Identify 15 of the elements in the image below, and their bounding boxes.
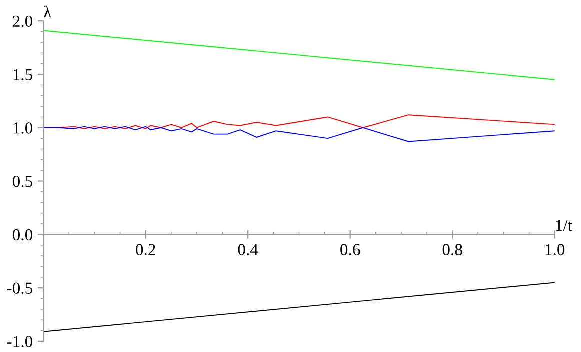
- line-series: [44, 126, 555, 142]
- y-axis-title: λ: [44, 6, 52, 18]
- y-tick-label: -0.5: [7, 282, 33, 294]
- y-tick-label: 1.0: [14, 122, 33, 134]
- y-tick-label: 1.5: [14, 69, 33, 81]
- x-tick-label: 0.2: [136, 244, 156, 256]
- x-axis-title: 1/t: [556, 220, 572, 232]
- y-tick-label: 0.0: [12, 229, 33, 241]
- x-tick-label: 0.8: [442, 244, 462, 256]
- y-tick-label: -1.0: [7, 336, 33, 348]
- y-tick-label: 0.5: [12, 176, 33, 188]
- x-tick-label: 0.6: [340, 244, 360, 256]
- x-tick-label: 1.0: [546, 244, 565, 256]
- y-tick-label: 2.0: [13, 16, 33, 28]
- x-tick-label: 0.4: [238, 244, 258, 256]
